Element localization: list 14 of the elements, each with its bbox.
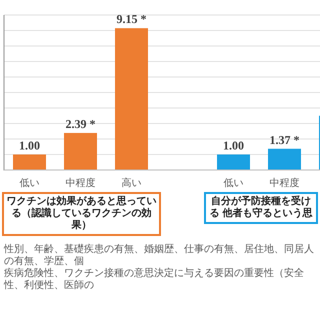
x-tick-label: 低い bbox=[224, 178, 244, 189]
data-label: 9.15 * bbox=[116, 12, 146, 26]
x-tick-label: 中程度 bbox=[66, 177, 96, 189]
data-label: 1.00 bbox=[223, 138, 244, 152]
text: 疾病危険性、ワクチン接種の意思決定に与える要因の重要性（安全性、利便性、医師の bbox=[4, 268, 305, 292]
data-label: 1.00 bbox=[19, 138, 40, 152]
x-tick-label: 中程度 bbox=[270, 177, 300, 189]
data-label: 2.39 * bbox=[66, 116, 96, 131]
text: 自分が予防接種を受ける 他者も守るという思 bbox=[204, 192, 318, 224]
data-label: 1.37 * bbox=[270, 132, 300, 147]
x-tick-label: 高い bbox=[122, 177, 142, 189]
x-tick-label: 低い bbox=[20, 178, 40, 189]
text: 性別、年齢、基礎疾患の有無、婚姻歴、仕事の有無、居住地、同居人の有無、学歴、個 bbox=[4, 244, 315, 268]
text: ワクチンは効果があると思っている（認識しているワクチンの効果） bbox=[2, 192, 161, 236]
